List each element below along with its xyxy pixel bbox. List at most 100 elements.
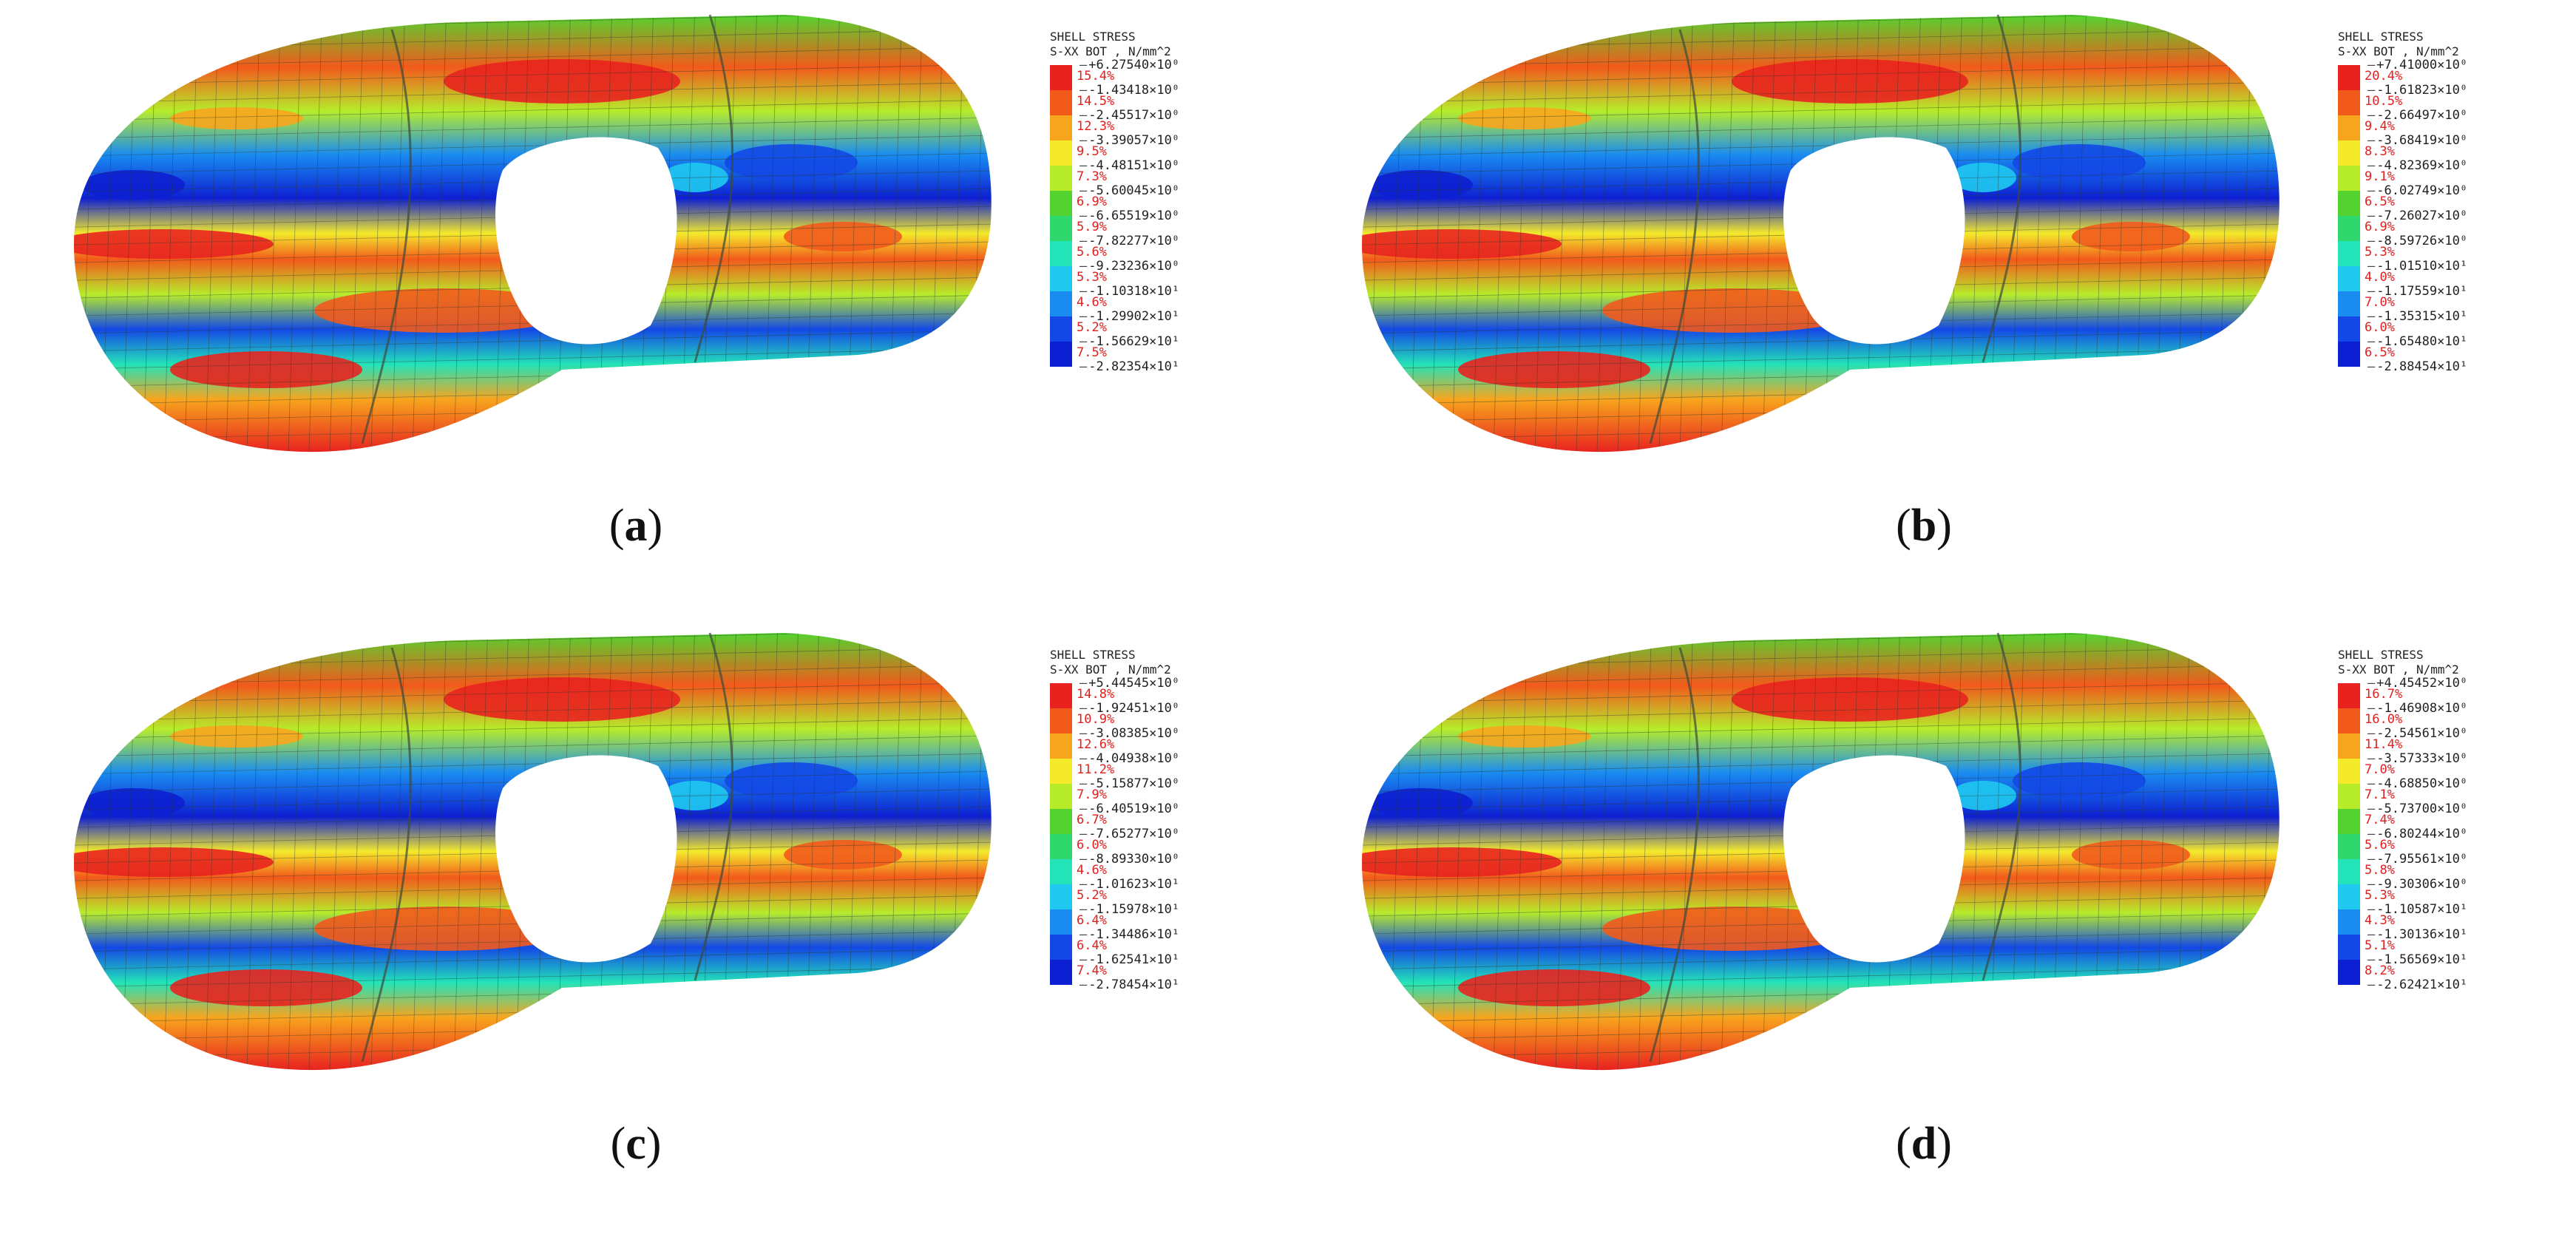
stress-contour-patch: [170, 725, 303, 748]
stress-contour-patch: [1602, 906, 1861, 951]
legend-percent: 5.3%: [2365, 245, 2395, 260]
mesh-line: [1362, 134, 2280, 157]
figure-panel-b: SHELL STRESS S-XX BOT , N/mm^2 20.4% 10.5…: [1288, 0, 2576, 618]
mesh-line: [1636, 15, 1653, 453]
mesh-line: [1719, 15, 1735, 453]
legend-percent: 11.2%: [1077, 762, 1115, 777]
mesh-line: [1362, 15, 1363, 453]
mesh-line: [1332, 1072, 2316, 1094]
legend-percent: 7.0%: [2365, 762, 2395, 777]
legend-swatch: [2338, 884, 2360, 909]
stress-contour-patch: [314, 288, 573, 333]
legend-value: -3.68419×10⁰: [2367, 133, 2467, 148]
legend-value: +5.44545×10⁰: [1079, 676, 1179, 691]
stress-contour-patch: [81, 170, 185, 200]
mesh-line: [1362, 947, 2280, 971]
legend-color-bar: [1050, 683, 1072, 985]
mesh-line: [44, 472, 1028, 494]
stress-contour-patch: [74, 229, 274, 259]
stress-contour-patch: [170, 107, 303, 129]
legend-value: -1.15978×10¹: [1079, 902, 1179, 917]
mesh-line: [452, 15, 468, 453]
legend-value: -1.10587×10¹: [2367, 902, 2467, 917]
mesh-line: [1533, 633, 1549, 1071]
segment-joint: [361, 29, 412, 444]
mesh-line: [328, 633, 344, 1071]
subfigure-label: (a): [609, 501, 663, 551]
legend-percent: 6.4%: [1077, 938, 1107, 953]
legend-swatch: [1050, 708, 1072, 733]
mesh-line: [245, 15, 261, 453]
mesh-line: [183, 633, 199, 1071]
legend-value: -5.73700×10⁰: [2367, 801, 2467, 816]
legend-value: -4.82369×10⁰: [2367, 158, 2467, 173]
legend-percent: 5.1%: [2365, 938, 2395, 953]
mesh-line: [74, 633, 75, 1071]
legend-percent: 5.2%: [1077, 320, 1107, 335]
legend-swatch: [1050, 733, 1072, 759]
legend-value: -7.82277×10⁰: [1079, 234, 1179, 248]
mesh-line: [265, 15, 282, 453]
shell-stress-model: [44, 14, 1028, 494]
stress-contour-patch: [1458, 969, 1650, 1006]
mesh-line: [1657, 633, 1673, 1071]
legend-value: -4.68850×10⁰: [2367, 776, 2467, 791]
legend-percent: 5.8%: [2365, 863, 2395, 878]
stress-contour-patch: [170, 351, 362, 388]
mesh-line: [74, 699, 992, 722]
mesh-line: [1512, 15, 1528, 453]
mesh-line: [1636, 633, 1653, 1071]
legend-value: -2.62421×10¹: [2367, 977, 2467, 992]
mesh-line: [44, 454, 1028, 476]
stress-contour-patch: [1950, 781, 2016, 810]
legend-swatch: [1050, 935, 1072, 960]
legend-percent: 6.7%: [1077, 813, 1107, 827]
legend-value: -1.65480×10¹: [2367, 334, 2467, 349]
segment-joint: [1982, 14, 2022, 363]
mesh-line: [1657, 15, 1673, 453]
mesh-line: [1698, 15, 1715, 453]
legend-swatch: [1050, 65, 1072, 90]
mesh-line: [1595, 633, 1611, 1071]
stress-contour-patch: [1362, 847, 1562, 877]
legend-value: -1.92451×10⁰: [1079, 701, 1179, 716]
legend-percent: 7.1%: [2365, 787, 2395, 802]
legend-swatch: [1050, 140, 1072, 166]
legend-value: -6.40519×10⁰: [1079, 801, 1179, 816]
mesh-line: [1332, 472, 2316, 494]
legend-value: -2.66497×10⁰: [2367, 108, 2467, 123]
mesh-line: [1533, 15, 1549, 453]
stress-contour-patch: [662, 163, 728, 192]
legend-title: SHELL STRESS: [1050, 648, 1136, 662]
legend-percent: 5.6%: [2365, 838, 2395, 853]
mesh-line: [1512, 633, 1528, 1071]
legend-swatch: [1050, 266, 1072, 291]
mesh-line: [369, 15, 385, 453]
legend-swatch: [1050, 191, 1072, 216]
stress-contour-patch: [784, 222, 902, 251]
legend-value: -1.30136×10¹: [2367, 927, 2467, 942]
mesh-line: [74, 15, 992, 16]
mesh-line: [369, 633, 385, 1071]
legend-swatch: [2338, 909, 2360, 935]
stress-contour-patch: [2072, 222, 2190, 251]
mesh-line: [1362, 81, 2280, 104]
legend-percent: 9.5%: [1077, 144, 1107, 159]
legend-percent: 4.6%: [1077, 863, 1107, 878]
mesh-line: [1362, 347, 2280, 370]
legend-swatch: [1050, 115, 1072, 140]
legend-swatch: [2338, 241, 2360, 266]
legend-swatch: [2338, 733, 2360, 759]
tunnel-opening: [495, 137, 677, 345]
tunnel-opening: [495, 755, 677, 963]
legend-swatch: [1050, 859, 1072, 884]
segment-joint: [1649, 29, 1700, 444]
mesh-line: [74, 63, 992, 87]
stress-legend: SHELL STRESS S-XX BOT , N/mm^2 15.4% 14.5…: [1050, 30, 1287, 414]
legend-swatch: [2338, 191, 2360, 216]
mesh-line: [1740, 15, 1756, 453]
stress-contour-patch: [1369, 170, 1473, 200]
mesh-line: [1616, 633, 1632, 1071]
legend-percent: 4.6%: [1077, 295, 1107, 310]
subfigure-label: (b): [1896, 501, 1952, 551]
